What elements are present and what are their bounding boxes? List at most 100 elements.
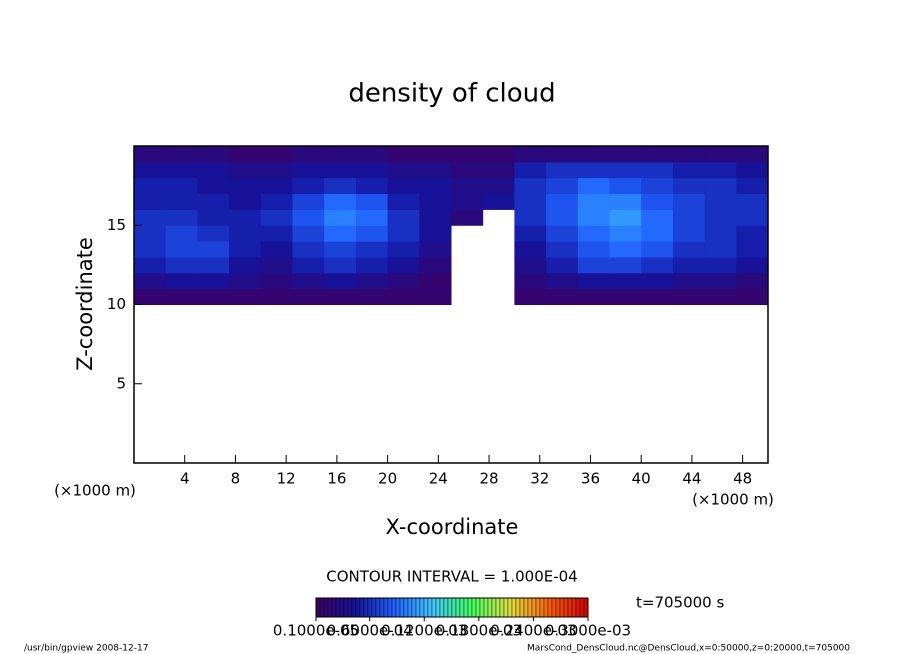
cell (514, 272, 547, 290)
cell (609, 288, 642, 305)
colorbar-swatch (483, 597, 489, 618)
cell (736, 225, 769, 242)
cell (292, 161, 325, 179)
cell (514, 288, 547, 305)
cell (292, 193, 325, 210)
cell (292, 288, 325, 305)
cell (292, 241, 325, 258)
cell (387, 256, 420, 274)
colorbar-tick-label: 0.1200e-03 (381, 622, 467, 640)
colorbar-swatch (543, 597, 549, 618)
colorbar-swatch (363, 597, 369, 618)
cell (324, 288, 357, 305)
colorbar-swatch (443, 597, 449, 618)
cell (451, 161, 484, 179)
cell (355, 272, 389, 290)
colorbar-swatch (551, 597, 557, 618)
cell (165, 272, 198, 290)
cell (324, 146, 357, 163)
cell (134, 288, 167, 305)
cell (134, 177, 167, 195)
cell (641, 272, 674, 290)
colorbar-swatch (399, 597, 405, 618)
cell (672, 256, 706, 274)
colorbar-tick-label: 0.3000e-03 (545, 622, 631, 640)
y-tick-label: 10 (107, 295, 126, 313)
colorbar-swatch (423, 597, 429, 618)
heatmap (134, 146, 769, 305)
cell (514, 256, 547, 274)
colorbar-swatch (315, 597, 321, 618)
cell (387, 209, 420, 226)
colorbar-swatch (439, 597, 445, 618)
colorbar-swatch (487, 597, 493, 618)
cell (419, 272, 452, 290)
cell (229, 177, 262, 195)
x-tick-label: 16 (327, 470, 346, 488)
y-tick-label: 5 (116, 374, 126, 392)
x-tick-label: 20 (378, 470, 397, 488)
cell (134, 241, 167, 258)
cell (292, 256, 325, 274)
colorbar-swatch (427, 597, 433, 618)
colorbar-swatch (527, 597, 533, 618)
cell (514, 193, 547, 210)
colorbar-swatch (327, 597, 333, 618)
cell (577, 193, 610, 210)
colorbar-swatch (355, 597, 361, 618)
cell (260, 288, 293, 305)
colorbar-swatch (571, 597, 577, 618)
colorbar-tick-label: 0.1800e-03 (436, 622, 522, 640)
cell (704, 241, 737, 258)
cell (641, 241, 674, 258)
cell (134, 225, 167, 242)
colorbar-swatch (579, 597, 585, 618)
cell (324, 241, 357, 258)
cell (165, 241, 198, 258)
cell (641, 209, 674, 226)
cell (260, 193, 293, 210)
colorbar-swatch (411, 597, 417, 618)
x-tick-label: 4 (180, 470, 190, 488)
colorbar-swatch (495, 597, 501, 618)
cell (704, 161, 737, 179)
cell (482, 146, 515, 163)
cell (451, 146, 484, 163)
cell (419, 209, 452, 226)
cell (609, 146, 642, 163)
x-tick-label: 8 (231, 470, 241, 488)
cell (324, 256, 357, 274)
colorbar-swatch (491, 597, 497, 618)
colorbar-swatch (403, 597, 409, 618)
cell (672, 193, 706, 210)
cell (672, 177, 706, 195)
cell (197, 209, 230, 226)
cell (197, 146, 230, 163)
x-tick-label: 24 (429, 470, 448, 488)
y-tick-label: 15 (107, 216, 126, 234)
cell (355, 225, 389, 242)
cell (704, 209, 737, 226)
cell (387, 272, 420, 290)
colorbar-swatch (567, 597, 573, 618)
cell (355, 161, 389, 179)
cell (672, 241, 706, 258)
colorbar-swatch (359, 597, 365, 618)
cell (229, 256, 262, 274)
cell (355, 288, 389, 305)
cell (641, 256, 674, 274)
colorbar-swatch (383, 597, 389, 618)
cell (672, 161, 706, 179)
cell (197, 193, 230, 210)
cell (419, 177, 452, 195)
cell (546, 177, 579, 195)
colorbar-tick-label: 0.1000e-05 (273, 622, 359, 640)
cell (260, 256, 293, 274)
cell (704, 193, 737, 210)
cell (260, 161, 293, 179)
cell (165, 193, 198, 210)
colorbar-swatch (563, 597, 569, 618)
cell (324, 272, 357, 290)
cell (165, 146, 198, 163)
